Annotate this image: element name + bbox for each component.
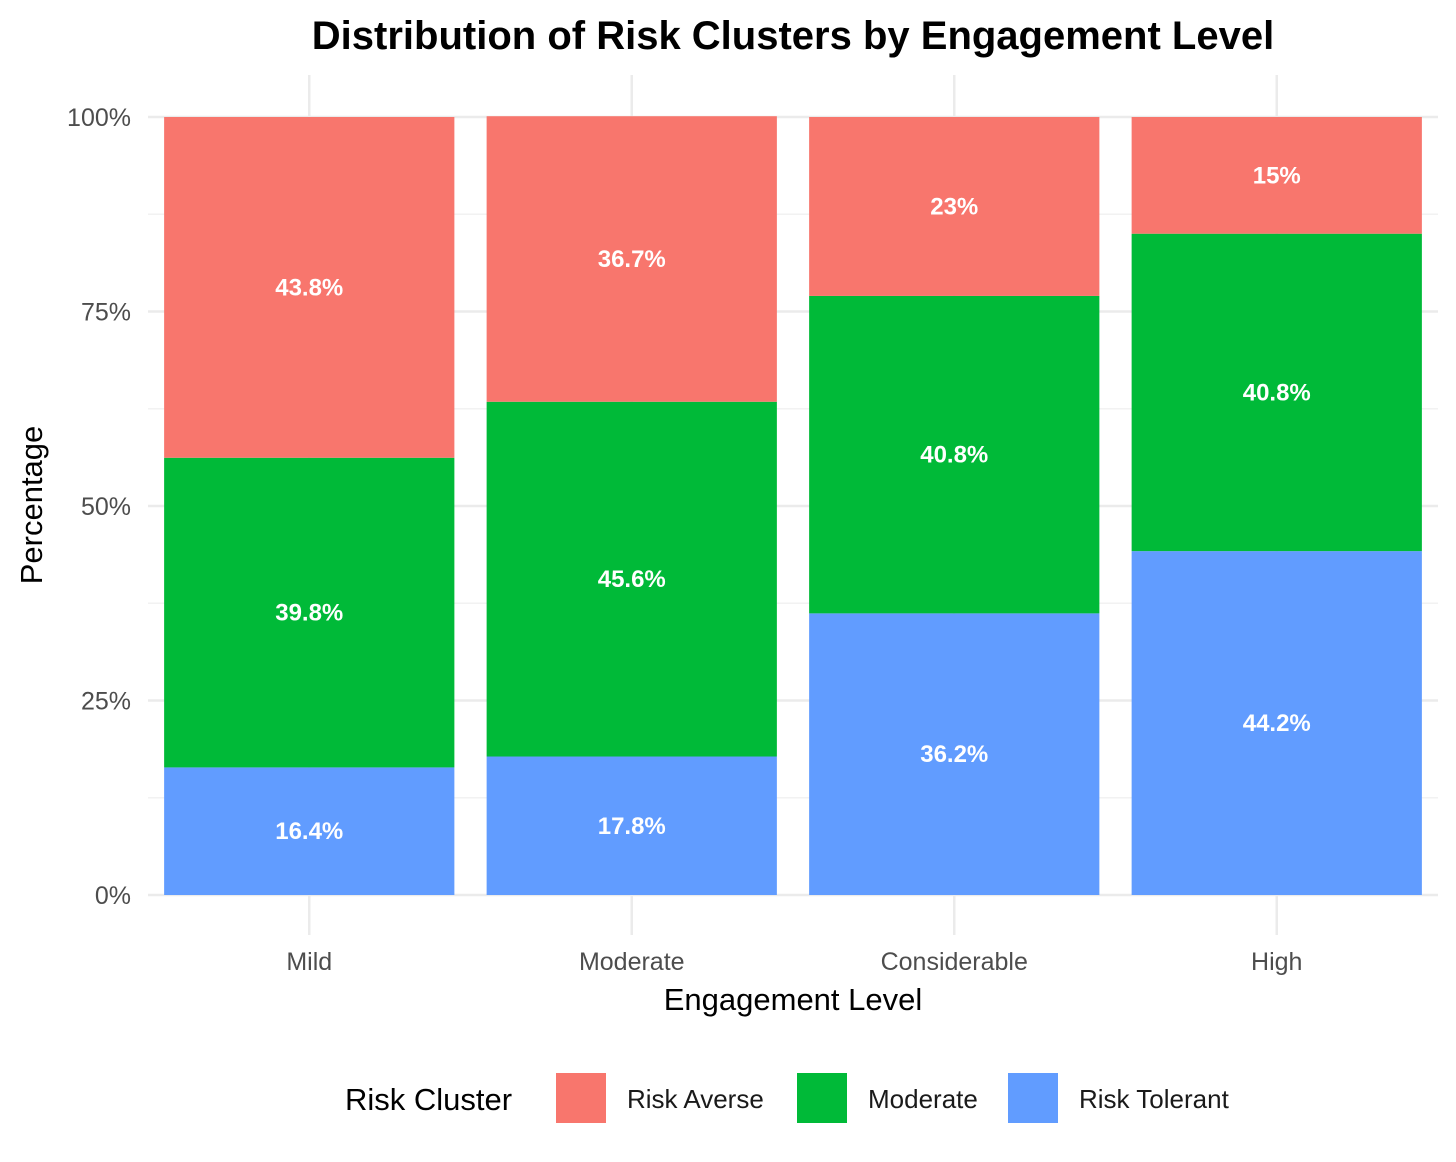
data-label-moderate: 40.8% <box>920 442 988 469</box>
data-label-moderate: 45.6% <box>598 566 666 593</box>
bar-moderate <box>809 295 1100 614</box>
data-label-risk-averse: 36.7% <box>598 246 666 273</box>
x-tick-label: Moderate <box>579 948 685 976</box>
legend-swatch-risk-tolerant <box>1008 1073 1058 1123</box>
data-label-moderate: 39.8% <box>275 600 343 627</box>
x-tick-label: Considerable <box>881 948 1028 976</box>
bar-risk-averse <box>809 117 1100 296</box>
bar-risk-tolerant <box>164 767 455 895</box>
bar-moderate <box>164 457 455 768</box>
data-label-risk-averse: 15% <box>1253 162 1301 189</box>
legend-title: Risk Cluster <box>345 1082 512 1117</box>
data-label-risk-tolerant: 16.4% <box>275 818 343 845</box>
bar-risk-tolerant <box>486 756 777 895</box>
x-tick-label: High <box>1251 948 1302 976</box>
x-axis-ticks: Mild Moderate Considerable High <box>286 948 1302 976</box>
bar-risk-averse <box>164 117 455 458</box>
legend-label-risk-averse: Risk Averse <box>627 1084 764 1114</box>
legend-label-moderate: Moderate <box>868 1084 978 1114</box>
data-label-risk-tolerant: 44.2% <box>1243 710 1311 737</box>
chart-title: Distribution of Risk Clusters by Engagem… <box>312 14 1274 58</box>
data-label-risk-tolerant: 36.2% <box>920 741 988 768</box>
bar-risk-tolerant <box>809 613 1100 895</box>
bar-risk-averse <box>486 116 777 402</box>
y-tick-label: 0% <box>95 882 131 910</box>
legend: Risk Cluster Risk Averse Moderate Risk Tol… <box>345 1073 1230 1123</box>
y-axis-title: Percentage <box>14 426 49 585</box>
legend-swatch-risk-averse <box>556 1073 606 1123</box>
data-label-risk-tolerant: 17.8% <box>598 813 666 840</box>
x-axis-title: Engagement Level <box>664 982 923 1017</box>
bar-labels: 16.4% 39.8% 43.8% 17.8% 45.6% 36.7% 36.2% 40.8%… <box>275 162 1311 845</box>
data-label-risk-averse: 23% <box>930 193 978 220</box>
y-tick-label: 100% <box>67 104 131 132</box>
y-tick-label: 25% <box>81 688 131 716</box>
data-label-moderate: 40.8% <box>1243 379 1311 406</box>
y-tick-label: 75% <box>81 299 131 327</box>
bar-risk-tolerant <box>1131 551 1422 895</box>
data-label-risk-averse: 43.8% <box>275 274 343 301</box>
y-axis-ticks: 0% 25% 50% 75% 100% <box>67 104 131 910</box>
bar-risk-averse <box>1131 117 1422 234</box>
bar-moderate <box>1131 233 1422 552</box>
bar-moderate <box>486 401 777 757</box>
bars <box>164 116 1422 895</box>
legend-swatch-moderate <box>797 1073 847 1123</box>
legend-label-risk-tolerant: Risk Tolerant <box>1079 1084 1230 1114</box>
x-tick-label: Mild <box>286 948 332 976</box>
y-tick-label: 50% <box>81 493 131 521</box>
